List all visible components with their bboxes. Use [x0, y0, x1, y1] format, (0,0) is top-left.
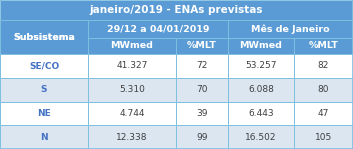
- Text: MWmed: MWmed: [240, 42, 282, 51]
- Bar: [0, 38, 88, 54]
- Text: 82: 82: [318, 61, 329, 70]
- Text: 80: 80: [318, 85, 329, 94]
- Bar: [88, 125, 176, 149]
- Bar: [294, 101, 353, 125]
- Text: Mês de Janeiro: Mês de Janeiro: [251, 24, 330, 34]
- Text: 47: 47: [318, 109, 329, 118]
- Text: 99: 99: [196, 133, 208, 142]
- Text: %MLT: %MLT: [309, 42, 339, 51]
- Bar: [228, 54, 294, 78]
- Bar: [0, 125, 88, 149]
- Bar: [88, 78, 176, 101]
- Text: 16.502: 16.502: [245, 133, 277, 142]
- Text: 12.338: 12.338: [116, 133, 148, 142]
- Text: Subsistema: Subsistema: [13, 34, 75, 42]
- Text: 53.257: 53.257: [245, 61, 277, 70]
- Text: 41.327: 41.327: [116, 61, 148, 70]
- Text: %MLT: %MLT: [187, 42, 217, 51]
- Bar: [294, 78, 353, 101]
- Bar: [228, 125, 294, 149]
- Bar: [176, 78, 228, 101]
- Text: 6.443: 6.443: [248, 109, 274, 118]
- Bar: [228, 20, 353, 38]
- Bar: [176, 38, 228, 54]
- Bar: [0, 78, 88, 101]
- Bar: [0, 101, 88, 125]
- Text: SE/CO: SE/CO: [29, 61, 59, 70]
- Text: MWmed: MWmed: [110, 42, 154, 51]
- Bar: [88, 20, 228, 38]
- Text: NE: NE: [37, 109, 51, 118]
- Text: 4.744: 4.744: [119, 109, 145, 118]
- Bar: [176, 101, 228, 125]
- Bar: [0, 20, 88, 38]
- Bar: [0, 20, 88, 54]
- Bar: [0, 54, 88, 78]
- Bar: [88, 101, 176, 125]
- Bar: [228, 78, 294, 101]
- Text: N: N: [40, 133, 48, 142]
- Text: 105: 105: [315, 133, 332, 142]
- Text: 6.088: 6.088: [248, 85, 274, 94]
- Bar: [0, 0, 353, 20]
- Text: 5.310: 5.310: [119, 85, 145, 94]
- Text: Subsistema: Subsistema: [13, 32, 75, 42]
- Bar: [176, 54, 228, 78]
- Text: 29/12 a 04/01/2019: 29/12 a 04/01/2019: [107, 24, 209, 34]
- Bar: [294, 54, 353, 78]
- Text: 70: 70: [196, 85, 208, 94]
- Text: S: S: [41, 85, 47, 94]
- Bar: [176, 125, 228, 149]
- Text: 72: 72: [196, 61, 208, 70]
- Bar: [294, 125, 353, 149]
- Bar: [88, 54, 176, 78]
- Bar: [228, 38, 294, 54]
- Text: 39: 39: [196, 109, 208, 118]
- Bar: [228, 101, 294, 125]
- Bar: [88, 38, 176, 54]
- Text: janeiro/2019 - ENAs previstas: janeiro/2019 - ENAs previstas: [90, 5, 263, 15]
- Bar: [294, 38, 353, 54]
